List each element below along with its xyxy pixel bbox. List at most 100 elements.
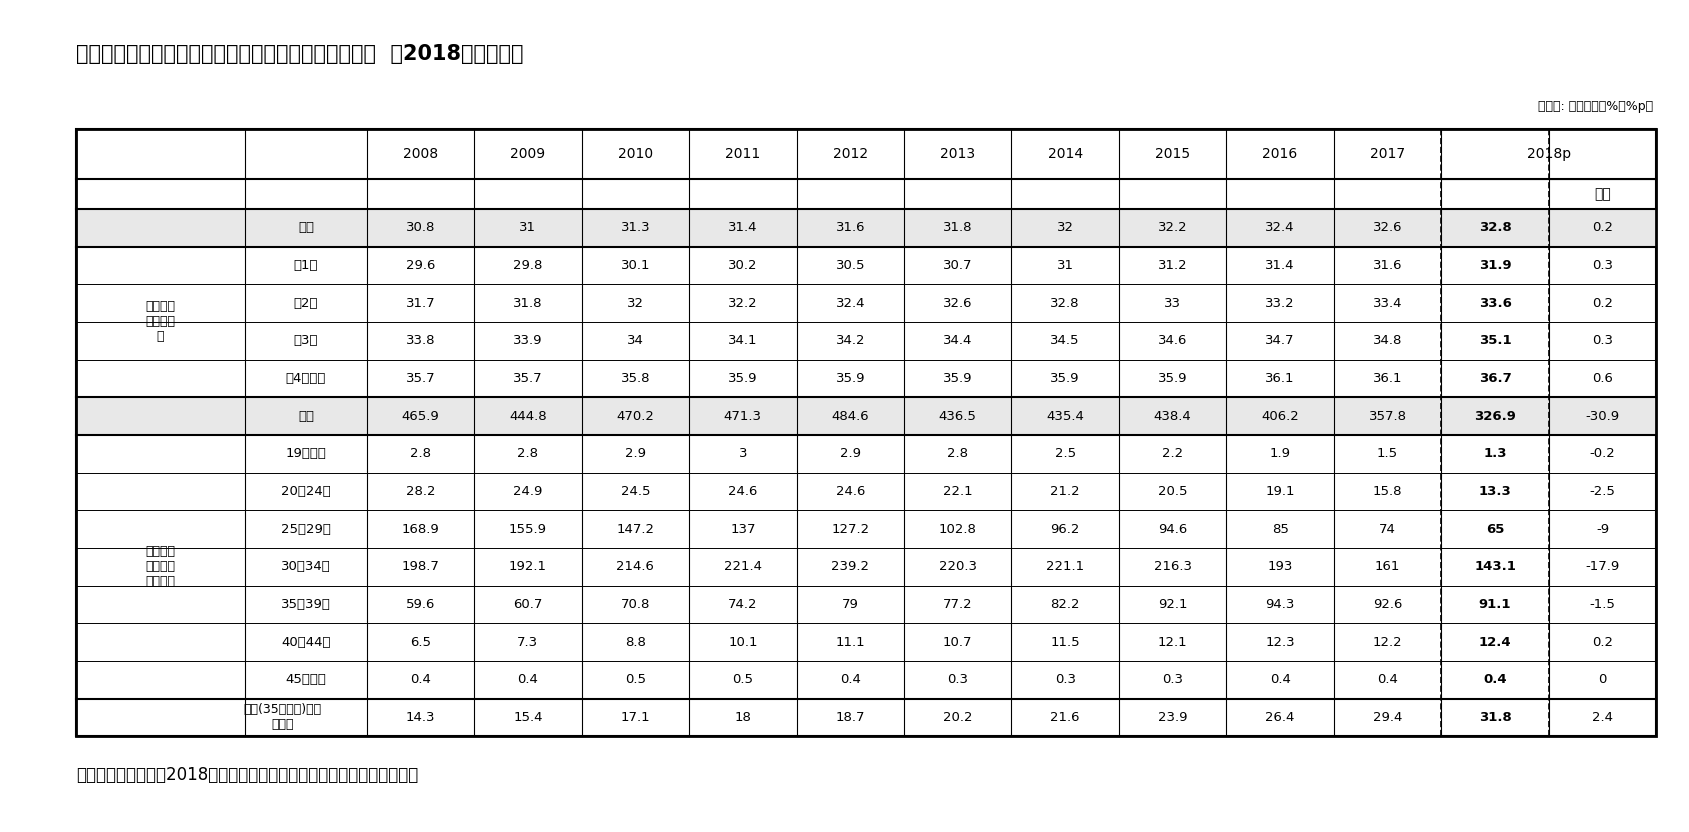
Text: 22.1: 22.1 xyxy=(942,485,971,498)
Text: 32.8: 32.8 xyxy=(1478,221,1510,234)
Text: 0.4: 0.4 xyxy=(1268,673,1290,686)
Text: 2017: 2017 xyxy=(1370,147,1404,161)
Text: 0.2: 0.2 xyxy=(1591,221,1611,234)
Bar xyxy=(76,397,1655,435)
Text: 91.1: 91.1 xyxy=(1478,598,1510,611)
Text: 2.8: 2.8 xyxy=(517,448,539,460)
Text: 2010: 2010 xyxy=(618,147,652,161)
Text: 31.7: 31.7 xyxy=(405,296,436,310)
Text: 239.2: 239.2 xyxy=(831,560,868,573)
Text: 13.3: 13.3 xyxy=(1478,485,1510,498)
Text: 45歳以上: 45歳以上 xyxy=(285,673,326,686)
Text: 29.8: 29.8 xyxy=(513,259,542,272)
Text: 34.6: 34.6 xyxy=(1157,334,1187,347)
Text: 19歳以下: 19歳以下 xyxy=(285,448,326,460)
Text: 19.1: 19.1 xyxy=(1265,485,1294,498)
Text: 470.2: 470.2 xyxy=(616,409,654,423)
Text: 28.2: 28.2 xyxy=(405,485,436,498)
Text: 221.1: 221.1 xyxy=(1045,560,1084,573)
Text: 198.7: 198.7 xyxy=(402,560,439,573)
Text: 31.8: 31.8 xyxy=(513,296,542,310)
Text: 1.5: 1.5 xyxy=(1377,448,1397,460)
Text: 30.5: 30.5 xyxy=(834,259,865,272)
Text: 小計: 小計 xyxy=(297,221,314,234)
Text: 102.8: 102.8 xyxy=(939,522,976,536)
Text: 2011: 2011 xyxy=(725,147,760,161)
Text: 2.8: 2.8 xyxy=(946,448,968,460)
Text: 31.4: 31.4 xyxy=(1265,259,1294,272)
Text: 24.5: 24.5 xyxy=(620,485,650,498)
Text: 143.1: 143.1 xyxy=(1473,560,1515,573)
Text: 444.8: 444.8 xyxy=(508,409,547,423)
Text: 29.6: 29.6 xyxy=(405,259,434,272)
Text: 34.5: 34.5 xyxy=(1051,334,1079,347)
Text: 0.3: 0.3 xyxy=(1591,259,1611,272)
Text: 2009: 2009 xyxy=(510,147,546,161)
Text: 20.2: 20.2 xyxy=(942,711,971,724)
Text: 2.9: 2.9 xyxy=(839,448,860,460)
Text: 0.3: 0.3 xyxy=(1162,673,1182,686)
Text: 24.9: 24.9 xyxy=(513,485,542,498)
Text: 0.6: 0.6 xyxy=(1591,372,1611,385)
Text: 6.5: 6.5 xyxy=(410,636,431,649)
Text: 31.2: 31.2 xyxy=(1157,259,1187,272)
Text: 40－44歳: 40－44歳 xyxy=(280,636,331,649)
Text: 第1子: 第1子 xyxy=(294,259,318,272)
Text: 10.1: 10.1 xyxy=(728,636,757,649)
Text: 2016: 2016 xyxy=(1262,147,1297,161)
Text: 34: 34 xyxy=(627,334,644,347)
Text: 15.4: 15.4 xyxy=(513,711,542,724)
Text: 35.7: 35.7 xyxy=(513,372,542,385)
Text: 32.4: 32.4 xyxy=(1265,221,1294,234)
Text: 29.4: 29.4 xyxy=(1371,711,1402,724)
Text: 31.8: 31.8 xyxy=(942,221,971,234)
Text: 17.1: 17.1 xyxy=(620,711,650,724)
Text: 7.3: 7.3 xyxy=(517,636,539,649)
Text: 30.8: 30.8 xyxy=(405,221,434,234)
Text: 32.8: 32.8 xyxy=(1051,296,1079,310)
Text: 2.2: 2.2 xyxy=(1162,448,1182,460)
Text: 32.6: 32.6 xyxy=(1371,221,1402,234)
Text: 31.6: 31.6 xyxy=(1371,259,1402,272)
Text: 326.9: 326.9 xyxy=(1473,409,1515,423)
Text: 438.4: 438.4 xyxy=(1154,409,1191,423)
Text: 24.6: 24.6 xyxy=(834,485,865,498)
Text: 24.6: 24.6 xyxy=(728,485,757,498)
Text: 18: 18 xyxy=(735,711,752,724)
Text: 21.6: 21.6 xyxy=(1051,711,1079,724)
Text: 35.7: 35.7 xyxy=(405,372,436,385)
Text: 2015: 2015 xyxy=(1154,147,1189,161)
Text: 0.5: 0.5 xyxy=(731,673,753,686)
Text: -0.2: -0.2 xyxy=(1589,448,1615,460)
Text: 137: 137 xyxy=(730,522,755,536)
Text: 34.1: 34.1 xyxy=(728,334,757,347)
Text: 25－29歳: 25－29歳 xyxy=(280,522,331,536)
Text: 31: 31 xyxy=(519,221,535,234)
Text: 32.2: 32.2 xyxy=(728,296,757,310)
Text: 33: 33 xyxy=(1164,296,1181,310)
Text: 11.5: 11.5 xyxy=(1051,636,1079,649)
Text: 216.3: 216.3 xyxy=(1154,560,1191,573)
Text: 59.6: 59.6 xyxy=(405,598,434,611)
Text: 12.4: 12.4 xyxy=(1478,636,1510,649)
Text: 26.4: 26.4 xyxy=(1265,711,1294,724)
Text: -30.9: -30.9 xyxy=(1584,409,1618,423)
Text: 221.4: 221.4 xyxy=(723,560,762,573)
Text: 36.1: 36.1 xyxy=(1371,372,1402,385)
Text: 0.2: 0.2 xyxy=(1591,636,1611,649)
Text: 34.2: 34.2 xyxy=(834,334,865,347)
Text: 33.2: 33.2 xyxy=(1265,296,1294,310)
Text: 12.2: 12.2 xyxy=(1371,636,1402,649)
Text: （単位: 歳、千人、%、%p）: （単位: 歳、千人、%、%p） xyxy=(1537,100,1652,113)
Text: 30.7: 30.7 xyxy=(942,259,971,272)
Text: 193: 193 xyxy=(1267,560,1292,573)
Text: 3: 3 xyxy=(738,448,747,460)
Text: 0.3: 0.3 xyxy=(946,673,968,686)
Text: 74: 74 xyxy=(1378,522,1395,536)
Text: 35.9: 35.9 xyxy=(1051,372,1079,385)
Text: 母親の年
齢階級別
出生児数: 母親の年 齢階級別 出生児数 xyxy=(145,545,176,588)
Text: 2014: 2014 xyxy=(1047,147,1083,161)
Text: 85: 85 xyxy=(1270,522,1287,536)
Text: -1.5: -1.5 xyxy=(1589,598,1615,611)
Text: 11.1: 11.1 xyxy=(834,636,865,649)
